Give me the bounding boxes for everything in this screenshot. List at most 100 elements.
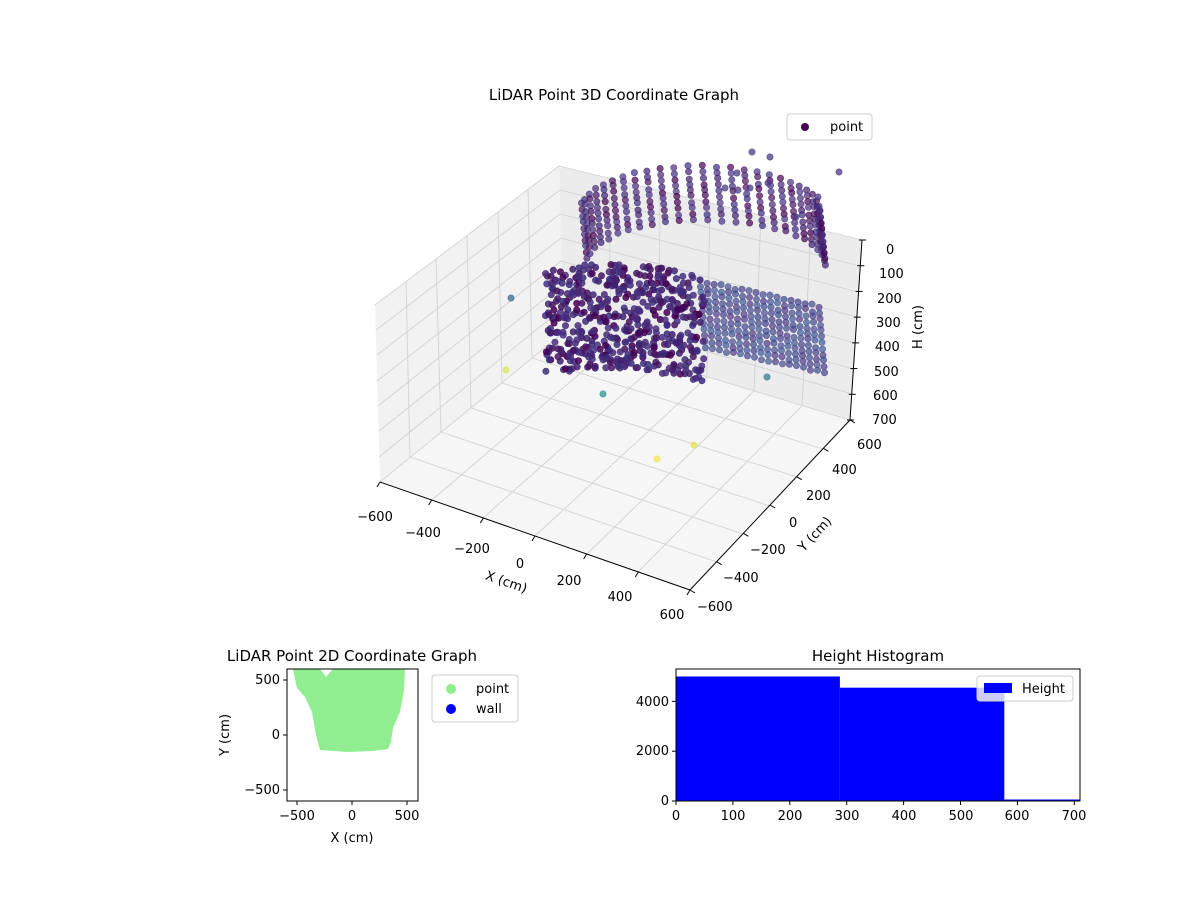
point-3d — [604, 222, 612, 230]
point-3d — [605, 235, 613, 243]
point-3d — [655, 303, 663, 311]
point-3d — [611, 207, 619, 215]
point-3d — [730, 194, 738, 202]
point-3d — [673, 192, 681, 200]
point-3d — [627, 359, 635, 367]
point-3d — [742, 340, 750, 348]
point-3d — [778, 353, 786, 361]
point-3d — [602, 364, 610, 372]
x-tick-label: −200 — [454, 542, 490, 557]
point-3d — [560, 314, 568, 322]
point-3d — [746, 306, 754, 314]
point-3d — [703, 279, 711, 287]
point-3d — [545, 311, 553, 319]
point-3d — [632, 182, 640, 190]
histogram-bar — [839, 687, 1005, 801]
point-3d — [666, 351, 674, 359]
point-3d — [591, 243, 599, 251]
point-3d — [771, 351, 779, 359]
legend-2d: point wall — [431, 674, 519, 723]
point-3d — [609, 181, 617, 189]
point-3d — [788, 309, 796, 317]
x-tick-label: −600 — [357, 510, 393, 525]
y-tick — [796, 476, 802, 481]
point-3d — [774, 311, 782, 319]
point-3d — [699, 337, 707, 345]
point-3d — [630, 169, 638, 177]
point-3d — [613, 340, 621, 348]
point-3d — [693, 333, 701, 341]
point-3d — [710, 286, 718, 294]
point-3d — [630, 349, 638, 357]
point-3d — [806, 360, 814, 368]
point-3d — [727, 163, 735, 171]
z-tick-label: 600 — [873, 389, 898, 404]
point-3d — [647, 295, 655, 303]
point-3d — [786, 178, 794, 186]
point-3d — [696, 318, 704, 326]
point-3d — [705, 308, 713, 316]
point-3d — [813, 366, 821, 374]
chart-2d-title: LiDAR Point 2D Coordinate Graph — [227, 647, 477, 665]
point-3d — [754, 319, 762, 327]
point-3d — [817, 326, 825, 334]
point-3d — [664, 341, 672, 349]
point-3d — [788, 189, 796, 197]
point-3d — [652, 358, 660, 366]
z-tick-label: 200 — [877, 292, 902, 307]
x-tick-label: 0 — [516, 557, 524, 572]
point-3d — [597, 303, 605, 311]
point-3d — [741, 323, 749, 331]
point-3d — [578, 328, 586, 336]
point-3d — [801, 304, 809, 312]
point-3d — [547, 272, 555, 280]
point-3d — [695, 310, 703, 318]
point-3d — [644, 302, 652, 310]
point-3d — [771, 358, 779, 366]
point-3d — [665, 364, 673, 372]
point-3d — [620, 184, 628, 192]
point-3d — [771, 225, 779, 233]
point-3d — [578, 279, 586, 287]
point-3d — [583, 334, 591, 342]
point-3d — [634, 329, 642, 337]
point-3d — [672, 275, 680, 283]
point-3d — [574, 357, 582, 365]
point-3d — [734, 320, 742, 328]
point-3d — [679, 272, 687, 280]
point-3d — [766, 153, 774, 161]
point-3d — [809, 318, 817, 326]
point-3d — [753, 306, 761, 314]
point-3d — [702, 204, 710, 212]
point-3d — [670, 170, 678, 178]
point-3d — [816, 315, 824, 323]
histogram-title: Height Histogram — [812, 647, 944, 665]
point-3d — [797, 334, 805, 342]
point-3d — [821, 261, 829, 269]
point-3d — [644, 178, 652, 186]
point-3d — [818, 338, 826, 346]
point-3d — [601, 192, 609, 200]
point-3d — [809, 312, 817, 320]
point-3d — [693, 347, 701, 355]
point-3d — [592, 276, 600, 284]
z-tick-label: 0 — [886, 243, 894, 258]
point-3d — [777, 347, 785, 355]
point-3d — [757, 356, 765, 364]
point-3d — [821, 254, 829, 262]
z-tick-label: 400 — [875, 340, 900, 355]
point-3d — [648, 221, 656, 229]
point-3d — [672, 182, 680, 190]
point-3d — [791, 225, 799, 233]
point-3d — [600, 313, 608, 321]
point-3d — [603, 281, 611, 289]
point-3d — [626, 281, 634, 289]
point-3d — [789, 325, 797, 333]
point-3d — [545, 356, 553, 364]
legend-2d-point-marker — [446, 684, 456, 694]
point-3d — [820, 243, 828, 251]
point-3d — [681, 356, 689, 364]
point-3d — [803, 186, 811, 194]
point-3d — [569, 265, 577, 273]
point-3d — [805, 354, 813, 362]
